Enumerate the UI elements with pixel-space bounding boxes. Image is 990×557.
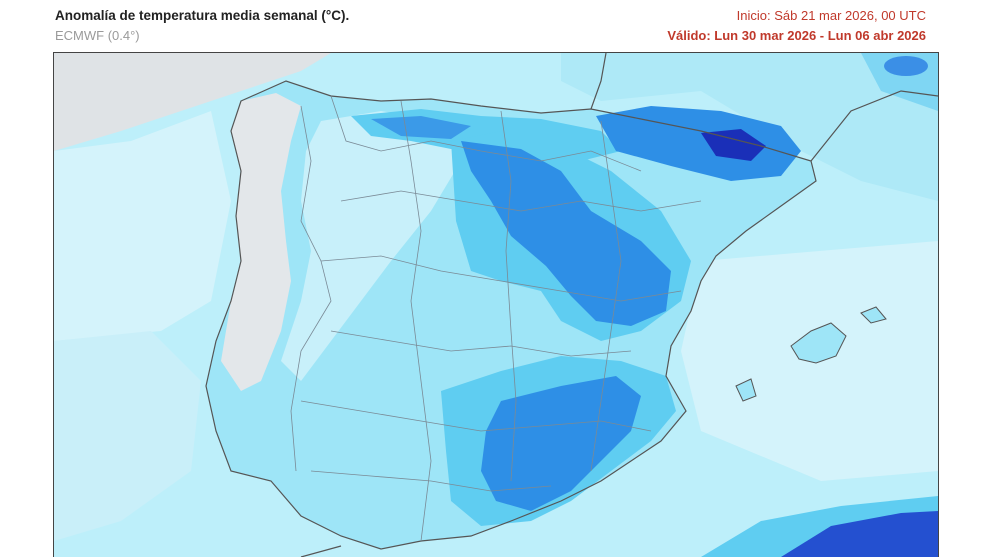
model-label: ECMWF (0.4°)	[55, 28, 140, 43]
africa-coastline	[300, 545, 342, 557]
atlantic-neutral-area	[54, 53, 331, 151]
france-coastline	[590, 53, 938, 162]
menorca-island	[860, 306, 887, 324]
regional-borders	[290, 95, 702, 542]
iberia-coastline	[205, 80, 817, 550]
central-light-area	[281, 111, 461, 381]
map-canvas	[54, 53, 938, 557]
portugal-neutral-area	[221, 93, 301, 391]
map-title: Anomalía de temperatura media semanal (°…	[55, 8, 350, 23]
north-land-area	[561, 53, 938, 201]
pyrenees-max-anomaly	[701, 129, 766, 161]
north-coast-strong-anomaly	[371, 116, 471, 139]
header-right: Inicio: Sáb 21 mar 2026, 00 UTC Válido: …	[667, 6, 926, 46]
atlantic-light-area	[54, 111, 231, 341]
northeast-strong-anomaly	[884, 56, 928, 76]
atlantic-south-area	[54, 331, 201, 541]
mallorca-island	[790, 322, 847, 364]
ibiza-island	[735, 378, 757, 402]
pyrenees-strong-anomaly	[596, 106, 801, 181]
init-date: Inicio: Sáb 21 mar 2026, 00 UTC	[736, 8, 926, 23]
anomaly-map	[53, 52, 939, 557]
header-left: Anomalía de temperatura media semanal (°…	[55, 6, 349, 46]
southeast-strong-anomaly	[781, 511, 938, 557]
valid-period: Válido: Lun 30 mar 2026 - Lun 06 abr 202…	[667, 28, 926, 43]
south-strong-anomaly	[481, 376, 641, 511]
